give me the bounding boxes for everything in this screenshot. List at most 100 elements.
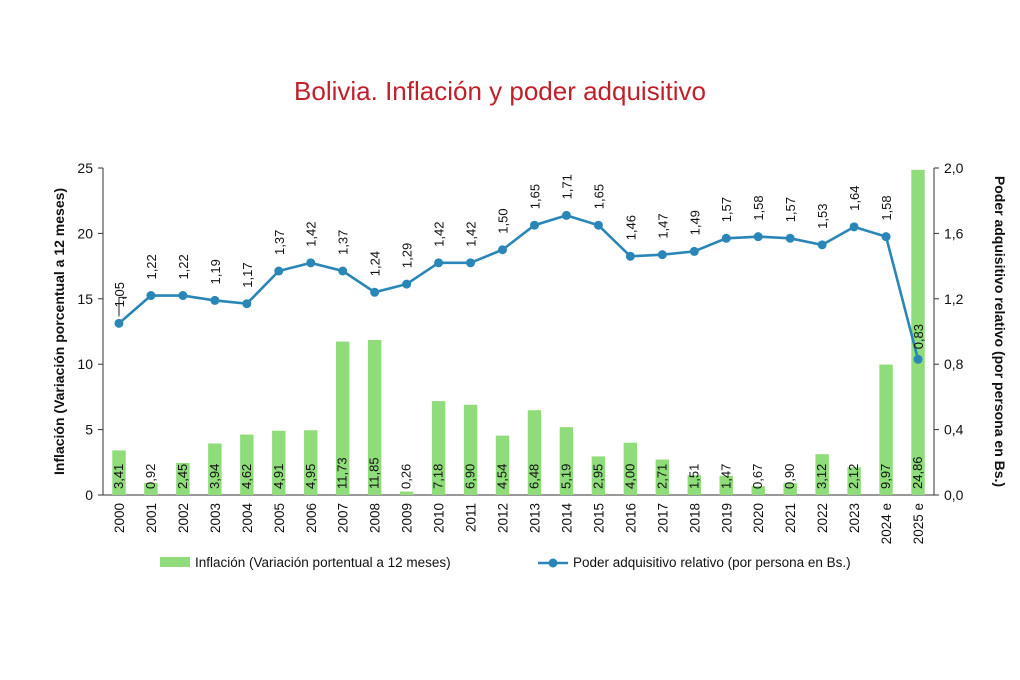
line-value-label: 1,65 [527,184,542,209]
line-value-label: 1,37 [272,230,287,255]
bar [591,456,606,495]
line-point [657,250,667,260]
x-tick-label: 2015 [591,503,606,533]
bar-value-label: 4,91 [271,464,286,489]
x-tick-label: 2002 [176,503,191,533]
line-value-label: 1,29 [400,243,415,268]
bar [144,482,158,495]
line-value-label: 1,22 [176,254,191,279]
line-point [402,279,412,289]
right-axis-title: Poder adquisitivo relativo (por persona … [992,176,1008,487]
bar-value-label: 3,12 [814,464,829,489]
bar-value-label: 6,48 [526,464,541,489]
bar [367,340,382,495]
x-tick-label: 2018 [687,503,702,533]
bar [911,169,925,495]
line-point [753,232,763,242]
x-tick-label: 2017 [655,503,670,533]
line-value-label: 1,17 [240,262,255,287]
x-tick-label: 2009 [400,503,415,533]
line-value-label: 1,22 [144,254,159,279]
bar [847,467,861,495]
bar-value-label: 0,92 [143,464,158,489]
x-tick-label: 2006 [304,503,319,533]
label-leader-line [118,296,127,317]
bar [304,430,318,495]
bar-value-label: 1,51 [686,464,701,489]
line-value-label: 1,47 [655,213,670,238]
x-tick-label: 2019 [719,503,734,533]
left-tick-label: 15 [77,291,93,307]
bar [623,442,638,495]
bar-value-label: 4,00 [622,464,637,489]
bar [879,364,893,495]
bar-value-label: 0,26 [399,464,414,489]
line-value-label: 1,58 [879,195,894,220]
line-point [817,240,827,250]
x-tick-label: 2004 [240,503,255,534]
line-point [274,266,284,276]
bar-value-label: 3,94 [207,464,222,489]
bar-value-label: 4,62 [239,464,254,489]
left-tick-label: 5 [85,422,93,438]
bar [687,475,702,495]
x-tick-label: 2022 [815,503,830,533]
bar-value-label: 5,19 [558,464,573,489]
x-tick-label: 2008 [368,503,383,533]
line-value-label: 1,37 [336,230,351,255]
left-tick-label: 20 [77,225,93,241]
x-tick-label: 2001 [144,503,159,533]
x-tick-label: 2011 [464,503,479,532]
bar [783,483,797,495]
line-value-label: 1,05 [112,282,127,307]
line-point [785,233,795,243]
bar [272,430,286,495]
bar [751,486,765,495]
line-point [593,220,603,230]
bar-value-label: 11,85 [367,457,382,489]
line-value-label: 0,83 [911,324,926,349]
line-value-label: 1,42 [464,222,479,247]
x-tick-label: 2010 [432,503,447,533]
x-tick-label: 2020 [751,503,766,533]
right-tick-label: 0,4 [944,422,964,438]
bar [559,427,574,495]
x-tick-label: 2016 [623,503,638,533]
bar [431,401,446,495]
line-point [913,354,923,364]
right-tick-label: 0,0 [944,487,964,503]
bar-value-label: 4,54 [495,464,510,489]
line-value-label: 1,71 [559,174,574,199]
line-point [529,220,539,230]
bar-value-label: 24,86 [910,456,925,489]
line-series [118,214,920,360]
left-axis-title: Inflación (Variación porcentual a 12 mes… [51,188,67,475]
line-value-label: 1,57 [719,197,734,222]
x-tick-label: 2000 [112,503,127,533]
right-tick-label: 2,0 [944,160,964,176]
bar-value-label: 4,95 [303,464,318,489]
x-tick-label: 2023 [847,503,862,533]
left-tick-label: 0 [85,487,93,503]
line-point [306,258,316,268]
bar [527,410,542,495]
line-value-label: 1,65 [591,184,606,209]
x-tick-label: 2007 [336,503,351,533]
bar-value-label: 1,47 [718,464,733,489]
line-point [561,210,571,220]
x-tick-label: 2005 [272,503,287,533]
x-tick-label: 2003 [208,503,223,533]
x-tick-label: 2014 [559,503,574,534]
right-tick-label: 1,2 [944,291,964,307]
line-point [466,258,476,268]
line-value-label: 1,64 [847,186,862,211]
left-tick-label: 25 [77,160,93,176]
line-value-label: 1,42 [304,222,319,247]
bar-value-label: 0,67 [750,464,765,489]
bar-value-label: 2,12 [846,464,861,489]
bar [655,459,670,495]
line-point [881,232,891,242]
line-value-label: 1,50 [496,208,511,233]
line-point [146,291,156,301]
bar [208,443,222,495]
